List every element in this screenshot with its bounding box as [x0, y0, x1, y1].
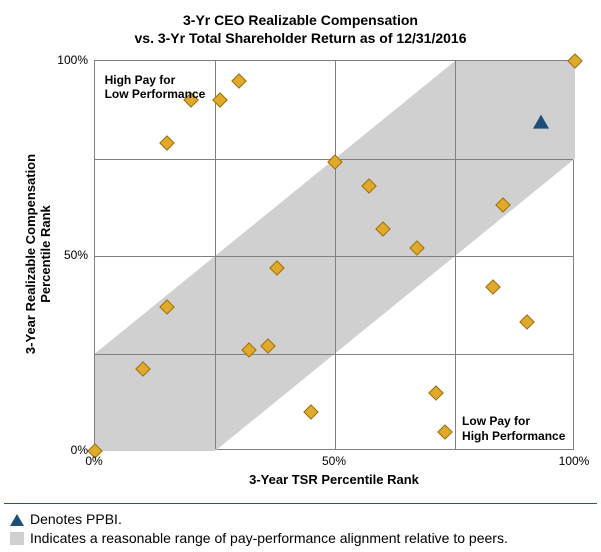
separator-line: [4, 503, 597, 504]
grid-line-vertical: [335, 61, 336, 449]
y-tick-label: 100%: [48, 53, 88, 67]
legend-item: Indicates a reasonable range of pay-perf…: [10, 529, 591, 548]
legend-item: Denotes PPBI.: [10, 510, 591, 529]
chart-title-line1: 3-Yr CEO Realizable Compensation: [183, 12, 418, 28]
grid-line-horizontal: [95, 256, 573, 257]
annotation-label: High Pay for Low Performance: [105, 73, 206, 102]
grid-line-vertical: [215, 61, 216, 449]
plot-area: High Pay for Low Performance Low Pay for …: [94, 60, 574, 450]
x-axis-label: 3-Year TSR Percentile Rank: [94, 472, 574, 487]
y-tick-label: 0%: [48, 443, 88, 457]
chart-title-line2: vs. 3-Yr Total Shareholder Return as of …: [135, 30, 467, 46]
ppbi-marker-icon: [533, 115, 549, 129]
y-tick-label: 50%: [48, 248, 88, 262]
legend-text: Denotes PPBI.: [30, 510, 122, 529]
x-tick-label: 50%: [322, 454, 346, 468]
legend: Denotes PPBI.Indicates a reasonable rang…: [4, 510, 597, 548]
grid-line-horizontal: [95, 354, 573, 355]
grid-line-vertical: [455, 61, 456, 449]
x-tick-label: 100%: [559, 454, 590, 468]
annotation-label: Low Pay for High Performance: [462, 414, 565, 443]
chart-title: 3-Yr CEO Realizable Compensation vs. 3-Y…: [4, 12, 597, 47]
scatter-chart: 3-Yr CEO Realizable Compensation vs. 3-Y…: [4, 4, 597, 499]
triangle-icon: [10, 514, 24, 526]
legend-text: Indicates a reasonable range of pay-perf…: [30, 529, 508, 548]
